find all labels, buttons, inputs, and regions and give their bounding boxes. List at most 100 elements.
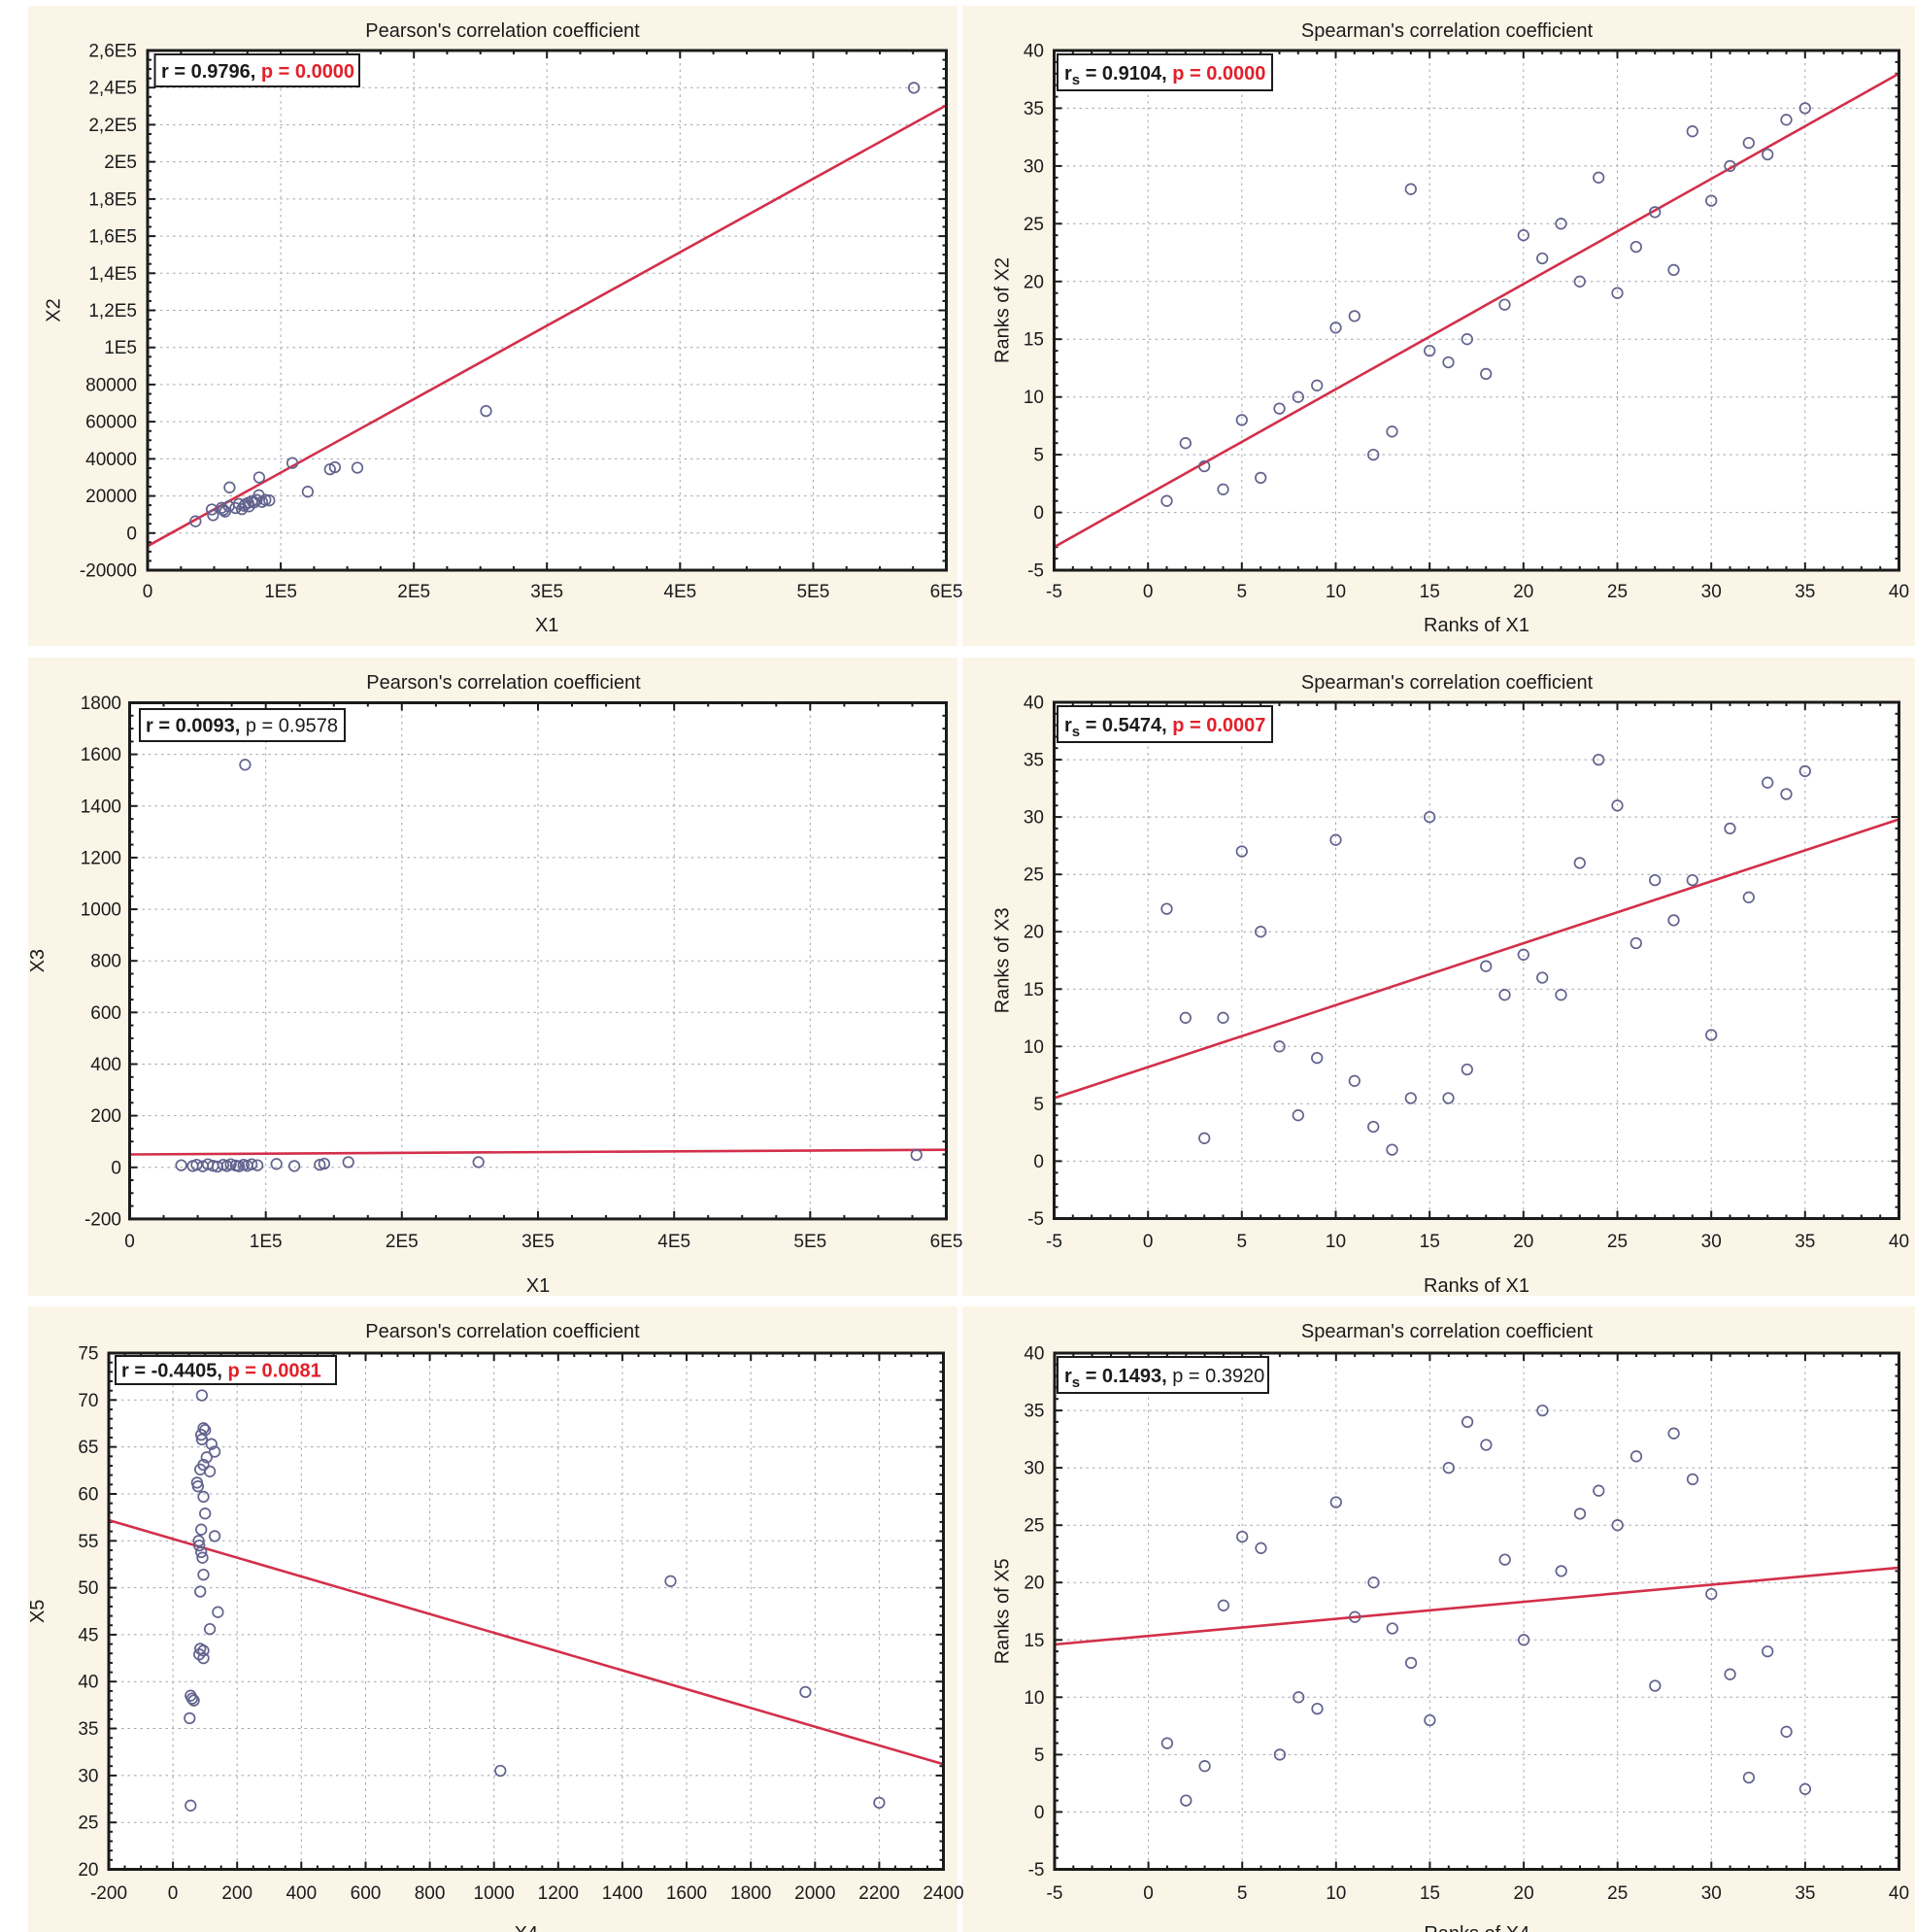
svg-text:10: 10 — [1326, 1883, 1346, 1904]
svg-text:1,6E5: 1,6E5 — [88, 227, 137, 248]
svg-text:55: 55 — [78, 1532, 98, 1552]
svg-text:15: 15 — [1024, 1631, 1044, 1651]
svg-text:65: 65 — [78, 1438, 98, 1458]
svg-text:30: 30 — [1701, 582, 1722, 602]
svg-text:20: 20 — [1024, 1574, 1044, 1594]
svg-text:0: 0 — [1143, 1232, 1154, 1252]
svg-text:80000: 80000 — [85, 375, 137, 395]
svg-text:r = 0.9796, p = 0.0000: r = 0.9796, p = 0.0000 — [161, 61, 354, 83]
svg-text:-20000: -20000 — [80, 561, 137, 582]
svg-text:-5: -5 — [1046, 1232, 1062, 1252]
svg-text:25: 25 — [1607, 1883, 1628, 1904]
svg-text:2,4E5: 2,4E5 — [88, 79, 137, 99]
svg-text:2E5: 2E5 — [104, 153, 137, 173]
svg-text:3E5: 3E5 — [521, 1232, 554, 1252]
svg-text:200: 200 — [221, 1883, 252, 1904]
svg-text:0: 0 — [143, 582, 153, 602]
svg-text:40: 40 — [1024, 694, 1044, 714]
svg-text:200: 200 — [90, 1106, 121, 1127]
svg-text:X5: X5 — [27, 1600, 49, 1623]
svg-text:5: 5 — [1033, 446, 1044, 466]
svg-text:1200: 1200 — [81, 848, 121, 868]
svg-text:5: 5 — [1033, 1095, 1044, 1115]
svg-text:0: 0 — [126, 524, 137, 544]
svg-text:1000: 1000 — [81, 900, 121, 921]
svg-text:0: 0 — [1033, 503, 1044, 524]
svg-text:35: 35 — [1024, 1402, 1044, 1422]
svg-text:10: 10 — [1326, 1232, 1346, 1252]
svg-text:35: 35 — [1795, 582, 1815, 602]
svg-text:40: 40 — [1024, 42, 1044, 62]
svg-text:0: 0 — [111, 1158, 121, 1178]
svg-text:0: 0 — [124, 1232, 135, 1252]
svg-text:-5: -5 — [1027, 561, 1044, 582]
svg-text:Ranks of X5: Ranks of X5 — [992, 1558, 1014, 1664]
svg-text:45: 45 — [78, 1625, 98, 1645]
svg-text:1200: 1200 — [538, 1883, 579, 1904]
svg-text:5E5: 5E5 — [796, 582, 829, 602]
svg-text:25: 25 — [1607, 1232, 1628, 1252]
svg-text:r = -0.4405, p = 0.0081: r = -0.4405, p = 0.0081 — [121, 1361, 321, 1382]
svg-text:r = 0.0093, p = 0.9578: r = 0.0093, p = 0.9578 — [146, 716, 338, 737]
svg-text:35: 35 — [1024, 751, 1044, 771]
svg-text:2,2E5: 2,2E5 — [88, 116, 137, 136]
svg-text:600: 600 — [351, 1883, 382, 1904]
svg-text:25: 25 — [1024, 215, 1044, 235]
svg-text:30: 30 — [1701, 1883, 1722, 1904]
svg-text:2E5: 2E5 — [386, 1232, 419, 1252]
svg-text:20: 20 — [1513, 582, 1533, 602]
svg-text:1400: 1400 — [81, 797, 121, 817]
svg-text:rs = 0.1493, p = 0.3920: rs = 0.1493, p = 0.3920 — [1064, 1366, 1264, 1391]
svg-text:1,2E5: 1,2E5 — [88, 301, 137, 322]
svg-text:2200: 2200 — [858, 1883, 899, 1904]
svg-text:Pearson's correlation coeffici: Pearson's correlation coefficient — [366, 672, 641, 694]
svg-text:600: 600 — [90, 1003, 121, 1024]
svg-text:6E5: 6E5 — [930, 582, 963, 602]
svg-text:0: 0 — [168, 1883, 179, 1904]
svg-text:2400: 2400 — [923, 1883, 963, 1904]
svg-text:-200: -200 — [84, 1209, 121, 1230]
svg-text:15: 15 — [1024, 980, 1044, 1000]
svg-text:30: 30 — [1024, 808, 1044, 829]
svg-text:20000: 20000 — [85, 487, 137, 507]
svg-text:15: 15 — [1420, 1883, 1440, 1904]
svg-text:Ranks of X1: Ranks of X1 — [1424, 1275, 1529, 1297]
svg-text:1000: 1000 — [474, 1883, 515, 1904]
svg-text:X1: X1 — [526, 1275, 550, 1297]
svg-text:800: 800 — [90, 952, 121, 972]
svg-text:30: 30 — [1024, 156, 1044, 177]
svg-text:X1: X1 — [535, 615, 558, 636]
svg-text:1600: 1600 — [666, 1883, 707, 1904]
svg-text:50: 50 — [78, 1578, 98, 1599]
svg-text:70: 70 — [78, 1391, 98, 1411]
svg-text:rs = 0.5474, p = 0.0007: rs = 0.5474, p = 0.0007 — [1064, 715, 1265, 740]
svg-text:5E5: 5E5 — [793, 1232, 826, 1252]
svg-text:Ranks of X4: Ranks of X4 — [1424, 1923, 1529, 1932]
svg-text:Ranks of X1: Ranks of X1 — [1424, 615, 1529, 636]
svg-text:X2: X2 — [44, 298, 65, 322]
svg-text:1800: 1800 — [730, 1883, 771, 1904]
svg-text:-200: -200 — [90, 1883, 127, 1904]
svg-text:20: 20 — [1024, 272, 1044, 292]
svg-text:10: 10 — [1024, 1037, 1044, 1058]
svg-text:35: 35 — [78, 1719, 98, 1740]
svg-text:1E5: 1E5 — [104, 338, 137, 358]
svg-text:40: 40 — [1889, 1232, 1909, 1252]
svg-text:0: 0 — [1034, 1803, 1045, 1823]
svg-text:3E5: 3E5 — [530, 582, 563, 602]
svg-text:40000: 40000 — [85, 450, 137, 470]
svg-text:rs = 0.9104, p = 0.0000: rs = 0.9104, p = 0.0000 — [1064, 63, 1265, 88]
svg-text:1E5: 1E5 — [250, 1232, 283, 1252]
svg-text:30: 30 — [78, 1766, 98, 1786]
svg-text:1400: 1400 — [602, 1883, 643, 1904]
svg-text:0: 0 — [1143, 1883, 1154, 1904]
svg-text:5: 5 — [1034, 1746, 1045, 1766]
svg-text:0: 0 — [1143, 582, 1154, 602]
svg-text:25: 25 — [78, 1813, 98, 1834]
svg-text:10: 10 — [1024, 1688, 1044, 1709]
svg-text:20: 20 — [1024, 923, 1044, 943]
svg-text:5: 5 — [1237, 1883, 1248, 1904]
svg-text:5: 5 — [1237, 1232, 1248, 1252]
svg-text:0: 0 — [1033, 1152, 1044, 1172]
svg-text:2,6E5: 2,6E5 — [88, 42, 137, 62]
